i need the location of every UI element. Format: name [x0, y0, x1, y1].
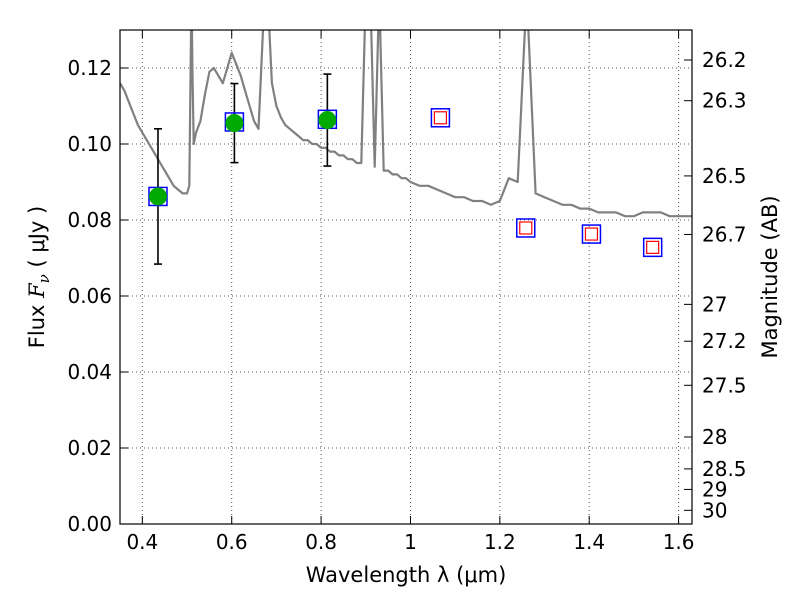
upper-limit-marker	[433, 111, 448, 125]
x-tick-label: 0.4	[126, 530, 158, 554]
x-tick-label: 0.8	[305, 530, 337, 554]
observed-point	[148, 187, 167, 206]
upper-limit-marker	[646, 240, 660, 254]
right-tick-label: 28	[702, 425, 727, 449]
y-tick-label: 0.04	[67, 360, 112, 384]
y-axis-label-prefix: Flux	[25, 298, 49, 348]
y-axis-label-left: Flux Fν ( μJy )	[25, 206, 53, 348]
right-tick-label: 26.2	[702, 48, 747, 72]
right-tick-label: 29	[702, 477, 727, 501]
model-square-marker	[430, 108, 451, 128]
observed-point	[225, 114, 244, 133]
right-tick-label: 26.3	[702, 89, 747, 113]
right-tick-label: 27.5	[702, 373, 747, 397]
right-tick-label: 26.5	[702, 164, 747, 188]
x-tick-label: 0.6	[216, 530, 248, 554]
y-axis-label-right: Magnitude (AB)	[758, 195, 782, 358]
plot-frame	[119, 29, 693, 525]
right-tick-label: 30	[702, 498, 727, 522]
x-tick-label: 1.2	[484, 530, 516, 554]
axes: 0.4 0.6 0.8 1 1.2 1.4 1.6 0.00 0.02 0.04 0.06 0.08 0…	[67, 30, 747, 554]
y-tick-label: 0.00	[67, 512, 112, 536]
x-tick-label: 1.4	[573, 530, 605, 554]
y-axis-label-subscript: ν	[35, 274, 53, 283]
y-tick-label: 0.06	[67, 284, 112, 308]
y-tick-label: 0.10	[67, 132, 112, 156]
y-axis-label-symbol: F	[25, 282, 49, 299]
model-square-marker	[581, 224, 602, 244]
upper-limit-marker	[584, 227, 599, 241]
observed-point	[318, 111, 337, 130]
x-axis-label: Wavelength λ (μm)	[306, 563, 507, 587]
y-tick-label: 0.08	[67, 208, 112, 232]
points-layer	[148, 108, 663, 258]
x-tick-label: 1.6	[663, 530, 695, 554]
model-square-marker	[516, 218, 536, 238]
y-tick-label: 0.02	[67, 436, 112, 460]
model-square-marker	[642, 237, 663, 258]
right-tick-label: 27.2	[702, 329, 747, 353]
y-axis-label-suffix: ( μJy )	[25, 206, 49, 274]
upper-limit-marker	[519, 221, 533, 235]
right-tick-label: 26.7	[702, 222, 747, 246]
y-tick-label: 0.12	[67, 56, 112, 80]
right-tick-label: 28.5	[702, 457, 747, 481]
right-tick-label: 27	[702, 292, 727, 316]
x-tick-label: 1	[404, 530, 417, 554]
